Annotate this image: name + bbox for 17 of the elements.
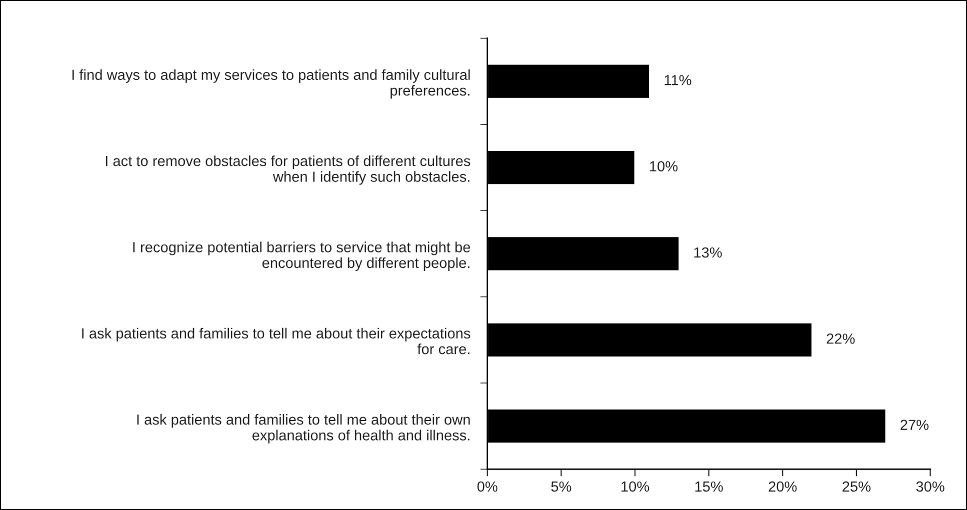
data-label: 22% <box>826 334 855 344</box>
x-tick-label: 25% <box>842 481 871 492</box>
x-tick-label: 0% <box>477 481 498 492</box>
y-tick-label: I ask patients and families to tell me about their expectations for care. <box>82 328 470 354</box>
data-label: 13% <box>694 247 722 258</box>
data-label: 11% <box>664 74 692 86</box>
data-label: 10% <box>650 161 678 172</box>
data-label: 27% <box>900 420 929 430</box>
x-tick-label: 20% <box>768 481 797 492</box>
y-tick-label: I ask patients and families to tell me about their own explanations of health and illness. <box>137 414 470 444</box>
y-tick-label: I find ways to adapt my services to patients and family cultural preferences. <box>72 69 470 99</box>
x-tick-label: 5% <box>551 481 572 492</box>
x-tick-label: 30% <box>916 481 944 492</box>
x-tick-label: 10% <box>622 481 650 492</box>
y-tick-label: I recognize potential barriers to service that might be encountered by different people. <box>133 242 470 271</box>
x-tick-label: 15% <box>695 481 723 492</box>
y-tick-label: I act to remove obstacles for patients of different cultures when I identify such obstacles. <box>106 155 470 185</box>
